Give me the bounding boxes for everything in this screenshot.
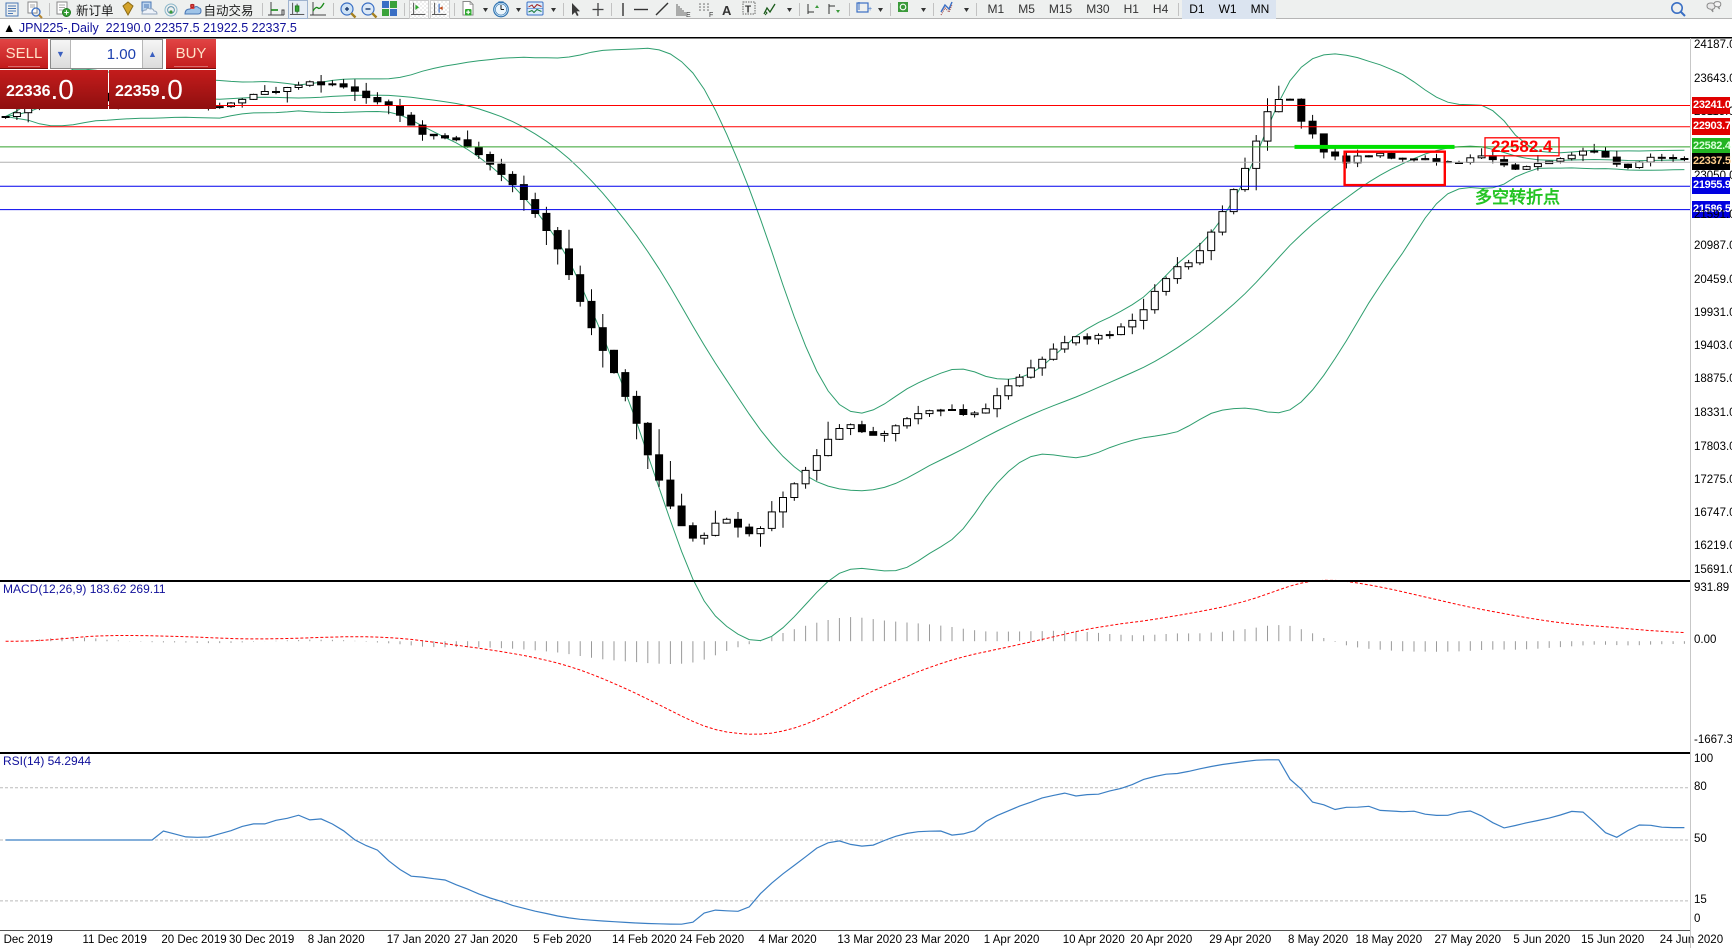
svg-text:T: T bbox=[745, 4, 751, 15]
svg-text:+: + bbox=[868, 6, 872, 13]
svg-text:A: A bbox=[722, 3, 732, 18]
svg-text:E: E bbox=[686, 12, 691, 19]
svg-text:F: F bbox=[709, 12, 713, 19]
